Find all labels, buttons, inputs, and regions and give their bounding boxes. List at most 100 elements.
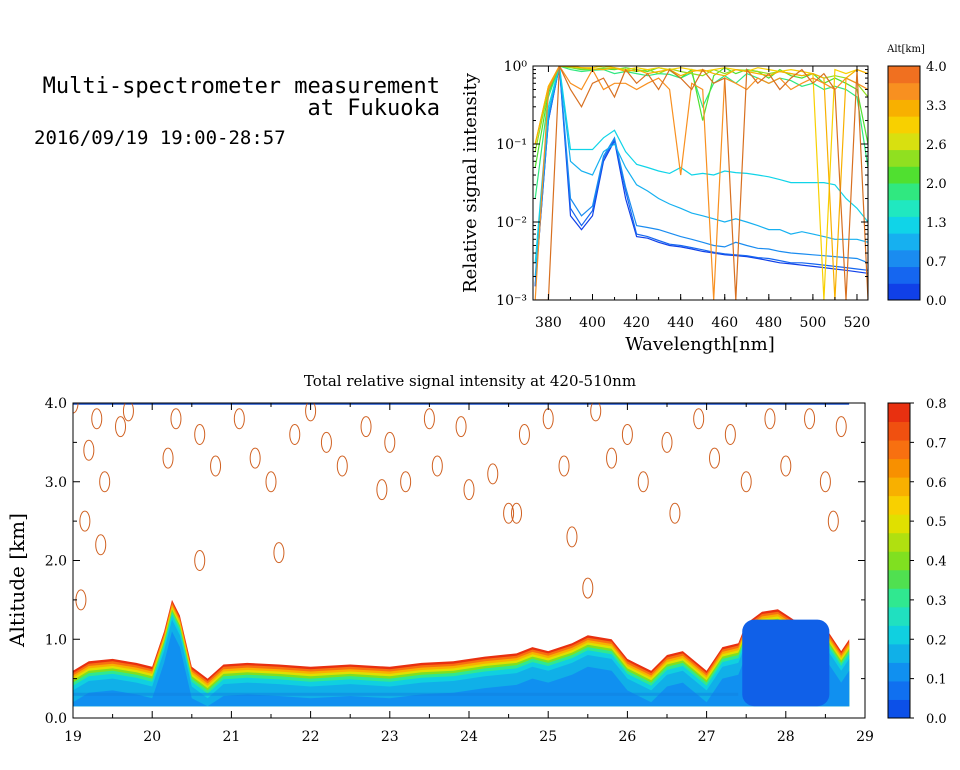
spectrum-series-line-6 (534, 66, 868, 168)
signal-intensity-heatmap: Total relative signal intensity at 420-5… (5, 372, 947, 745)
heatmap-contour-blob (289, 424, 301, 445)
heatmap-contour-blob (336, 455, 348, 477)
altitude-colorbar-segment (888, 199, 920, 217)
heatmap-x-tick-label: 29 (856, 729, 874, 745)
spectrum-x-tick-label: 500 (800, 315, 827, 331)
heatmap-contour-blob (780, 455, 792, 477)
heatmap-contour-blob (376, 479, 388, 501)
spectrum-x-tick-label: 440 (667, 315, 694, 331)
intensity-colorbar-tick-label: 0.5 (926, 515, 947, 530)
heatmap-contour-blob (210, 455, 222, 477)
intensity-colorbar-segment (888, 643, 910, 663)
heatmap-streak (73, 692, 739, 696)
altitude-colorbar-segment (888, 266, 920, 284)
spectrum-chart: 380 400 420 440 460 480 500 52010⁻³10⁻²10⁻¹10⁰ … (460, 44, 947, 355)
heatmap-contour-blob (518, 424, 530, 445)
intensity-colorbar-segment (888, 699, 910, 719)
heatmap-contour-blob (305, 403, 317, 422)
heatmap-x-tick-label: 19 (64, 729, 82, 745)
spectrum-plot-frame (532, 65, 869, 301)
heatmap-contour-blob (122, 403, 134, 422)
heatmap-contour-blob (320, 431, 332, 453)
heatmap-contour-blob (273, 542, 285, 564)
heatmap-x-tick-label: 20 (143, 729, 161, 745)
heatmap-contour-blob (637, 471, 649, 493)
altitude-colorbar-tick-label: 1.3 (926, 216, 947, 231)
heatmap-y-tick-label: 2.0 (45, 554, 67, 570)
altitude-colorbar-tick-label: 2.6 (926, 138, 947, 153)
spectrum-x-tick-label: 520 (844, 315, 871, 331)
heatmap-contour-blob (542, 408, 554, 430)
heatmap-contour-blob (79, 510, 91, 532)
heatmap-contour-blob (827, 510, 839, 532)
heatmap-contour-blob (384, 431, 396, 453)
heatmap-contour-blob (590, 403, 602, 422)
heatmap-contour-blob (194, 550, 206, 571)
intensity-colorbar-tick-label: 0.7 (926, 436, 947, 451)
altitude-colorbar-segment (888, 183, 920, 201)
heatmap-contour-blob (621, 424, 633, 445)
heatmap-contour-blob (487, 463, 499, 485)
heatmap-contour-blob (194, 424, 206, 445)
heatmap-contour-blob (400, 471, 412, 493)
altitude-colorbar-frame (887, 65, 921, 301)
spectrum-x-tick-label: 380 (535, 315, 562, 331)
heatmap-x-tick-label: 24 (460, 729, 478, 745)
intensity-colorbar-segment (888, 458, 910, 478)
spectrum-x-axis-label: Wavelength[nm] (625, 334, 775, 355)
intensity-colorbar-segment (888, 662, 910, 682)
heatmap-contour-blob (503, 502, 515, 524)
heatmap-title: Total relative signal intensity at 420-5… (304, 372, 636, 390)
heatmap-contour-blob (740, 471, 752, 493)
heatmap-contour-blob (233, 408, 245, 430)
intensity-colorbar-tick-label: 0.3 (926, 594, 947, 609)
heatmap-x-tick-label: 21 (222, 729, 240, 745)
intensity-colorbar-tick-label: 0.8 (926, 397, 947, 412)
heatmap-contour-blob (835, 416, 847, 438)
heatmap-contour-blob (693, 408, 705, 430)
altitude-colorbar-segment (888, 249, 920, 268)
spectrum-series-line-4 (534, 66, 868, 263)
altitude-colorbar-segment (888, 149, 920, 167)
intensity-colorbar-segment (888, 421, 910, 441)
intensity-colorbar-tick-label: 0.4 (926, 555, 947, 570)
heatmap-contour-blob (91, 408, 103, 430)
heatmap-y-tick-label: 3.0 (45, 475, 67, 491)
altitude-colorbar-segment (888, 82, 920, 100)
spectrum-series-line-2 (534, 66, 868, 285)
heatmap-contour-blob (360, 416, 372, 438)
intensity-colorbar-segment (888, 532, 910, 552)
heatmap-y-tick-label: 4.0 (45, 396, 67, 412)
intensity-colorbar-segment (888, 440, 910, 460)
intensity-colorbar-tick-label: 0.0 (926, 712, 947, 727)
heatmap-contour-blob (661, 431, 673, 453)
altitude-colorbar-segment (888, 66, 920, 84)
altitude-colorbar-segment (888, 132, 920, 151)
spectrum-y-tick-label: 10⁻¹ (496, 137, 527, 153)
heatmap-x-tick-label: 28 (777, 729, 795, 745)
heatmap-contour-blob (99, 471, 111, 493)
heatmap-x-tick-label: 23 (381, 729, 399, 745)
heatmap-contour-blob (115, 416, 127, 438)
heatmap-contour-blob (724, 424, 736, 445)
altitude-colorbar-tick-label: 0.0 (926, 294, 947, 309)
intensity-colorbar-tick-label: 0.6 (926, 476, 947, 491)
intensity-colorbar-segment (888, 569, 910, 589)
altitude-colorbar-label: Alt[km] (886, 44, 925, 55)
intensity-colorbar-tick-label: 0.2 (926, 633, 947, 648)
heatmap-contour-blob (566, 526, 578, 548)
altitude-colorbar-segment (888, 99, 920, 117)
spectrum-y-tick-label: 10⁰ (504, 59, 528, 75)
heatmap-contour-blob (249, 447, 261, 469)
heatmap-contour-blob (511, 502, 523, 524)
heatmap-contour-blob (709, 447, 721, 469)
altitude-colorbar-segment (888, 233, 920, 251)
spectrum-y-axis-label: Relative signal intensity (460, 72, 481, 293)
heatmap-contour-blob (162, 447, 174, 469)
heatmap-contour-blob (463, 479, 475, 501)
intensity-colorbar-segment (888, 477, 910, 497)
altitude-colorbar-segment (888, 166, 920, 184)
altitude-colorbar-segment (888, 216, 920, 234)
heatmap-contour-blob (265, 471, 277, 493)
